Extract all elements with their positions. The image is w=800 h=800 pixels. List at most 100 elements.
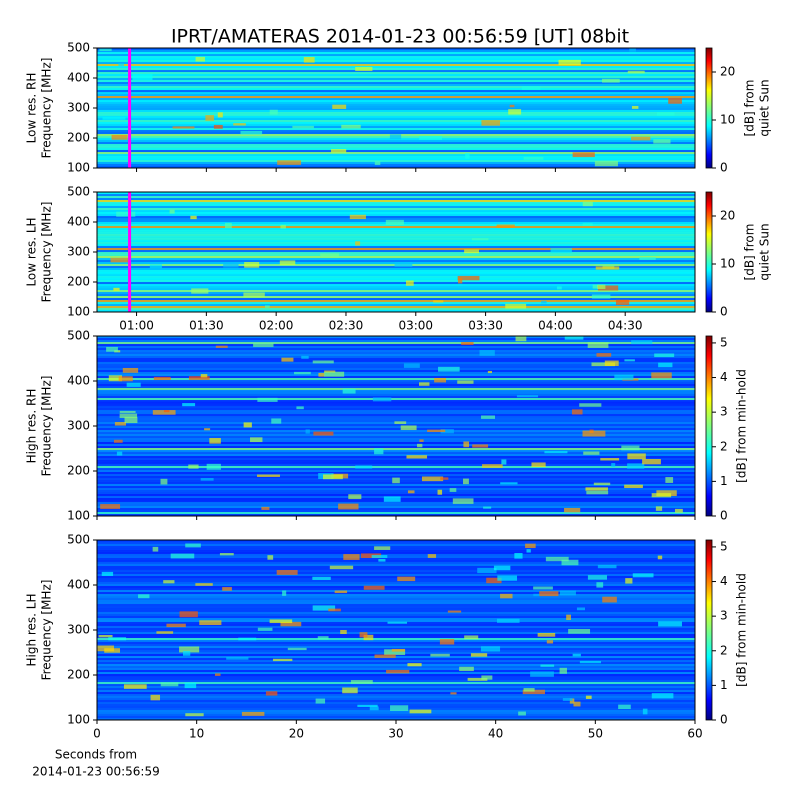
x-tick-label: 0 (93, 727, 101, 741)
spectrogram-row (97, 372, 695, 375)
y-axis-label: Frequency [MHz] (40, 202, 54, 303)
spectrogram-patch (593, 482, 611, 486)
spectrogram-row (97, 546, 695, 549)
spectrogram-patch (654, 353, 675, 358)
colorbar (705, 539, 713, 721)
spectrogram-row (97, 608, 695, 611)
spectrogram-patch (587, 575, 607, 580)
spectrogram-patch (627, 70, 645, 74)
spectrogram-patch (582, 430, 606, 437)
spectrogram-row (97, 502, 695, 505)
spectrogram-patch (152, 546, 159, 552)
spectrogram-row (97, 630, 695, 633)
spectrogram-row (97, 342, 695, 345)
colorbar-label: quiet Sun (758, 79, 772, 136)
spectrogram-patch (546, 640, 554, 644)
spectrogram-patch (600, 458, 620, 461)
spectrogram-patch (539, 591, 559, 597)
spectrogram-patch (215, 345, 228, 348)
spectrogram-row (97, 504, 695, 507)
spectrogram-row (97, 90, 695, 93)
spectrogram-patch (301, 355, 309, 359)
x-tick-label: 04:30 (608, 319, 643, 333)
spectrogram-row (97, 62, 695, 65)
spectrogram-patch (385, 219, 404, 225)
spectrogram-row (97, 370, 695, 373)
spectrogram-patch (188, 376, 210, 380)
spectrogram-row (97, 596, 695, 599)
spectrogram-patch (394, 262, 413, 267)
spectrogram-patch (191, 288, 209, 294)
spectrogram-row (97, 254, 695, 257)
spectrogram-row (97, 344, 695, 347)
x-tick-label: 30 (388, 727, 403, 741)
spectrogram-patch (656, 490, 677, 497)
spectrogram-row (97, 88, 695, 91)
spectrogram-patch (481, 120, 501, 126)
spectrogram-row (97, 200, 695, 203)
spectrogram-patch (138, 594, 150, 599)
spectrogram-row (97, 386, 695, 389)
spectrogram-row (97, 474, 695, 477)
spectrogram-patch (341, 124, 361, 129)
spectrogram-patch (104, 648, 121, 653)
spectrogram-patch (179, 646, 200, 653)
y-tick-label: 200 (67, 668, 90, 682)
spectrogram-row (97, 440, 695, 443)
spectrogram-patch (371, 555, 388, 559)
spectrogram-row (97, 492, 695, 495)
spectrogram-patch (631, 105, 639, 109)
spectrogram-row (97, 210, 695, 213)
spectrogram-patch (156, 631, 174, 634)
spectrogram-patch (163, 580, 175, 584)
spectrogram-patch (417, 443, 423, 448)
spectrogram-patch (264, 305, 270, 308)
spectrogram-row (97, 580, 695, 583)
spectrogram-patch (501, 459, 507, 465)
spectrogram-patch (355, 465, 373, 469)
spectrogram-patch (185, 713, 204, 717)
spectrogram-patch (486, 577, 502, 584)
spectrogram-row (97, 238, 695, 241)
spectrogram-patch (658, 621, 682, 627)
spectrogram-row (97, 66, 695, 69)
spectrogram-row (97, 494, 695, 497)
spectrogram-row (97, 576, 695, 579)
spectrogram-row (97, 400, 695, 403)
spectrogram-patch (521, 86, 541, 90)
y-tick-label: 100 (67, 509, 90, 523)
y-tick-label: 400 (67, 578, 90, 592)
spectrogram-patch (320, 253, 340, 258)
spectrogram-row (97, 598, 695, 601)
spectrogram-row (97, 364, 695, 367)
spectrogram-patch (540, 664, 555, 667)
spectrogram-row (97, 404, 695, 407)
spectrogram-patch (313, 431, 334, 436)
colorbar-tick-label: 4 (720, 370, 728, 384)
spectrogram-patch (332, 104, 347, 109)
spectrogram-patch (582, 201, 593, 207)
spectrogram-row (97, 194, 695, 197)
spectrogram-patch (479, 350, 495, 356)
spectrogram-patch (562, 698, 573, 701)
spectrogram-row (97, 216, 695, 219)
spectrogram-row (97, 616, 695, 619)
spectrogram-row (97, 658, 695, 661)
spectrogram-patch (119, 413, 138, 419)
spectrogram-row (97, 290, 695, 293)
spectrogram-patch (530, 671, 554, 677)
spectrogram-row (97, 438, 695, 441)
spectrogram-patch (213, 124, 223, 129)
spectrogram-row (97, 280, 695, 283)
spectrogram-row (97, 100, 695, 103)
spectrogram-patch (566, 614, 571, 621)
spectrogram-patch (294, 371, 311, 375)
spectrogram-patch (656, 112, 675, 116)
spectrogram-row (97, 450, 695, 453)
spectrogram-patch (595, 266, 620, 270)
spectrogram-patch (204, 428, 211, 431)
spectrogram-row (97, 68, 695, 71)
spectrogram-row (97, 268, 695, 271)
spectrogram-patch (463, 441, 470, 448)
spectrogram-row (97, 114, 695, 117)
